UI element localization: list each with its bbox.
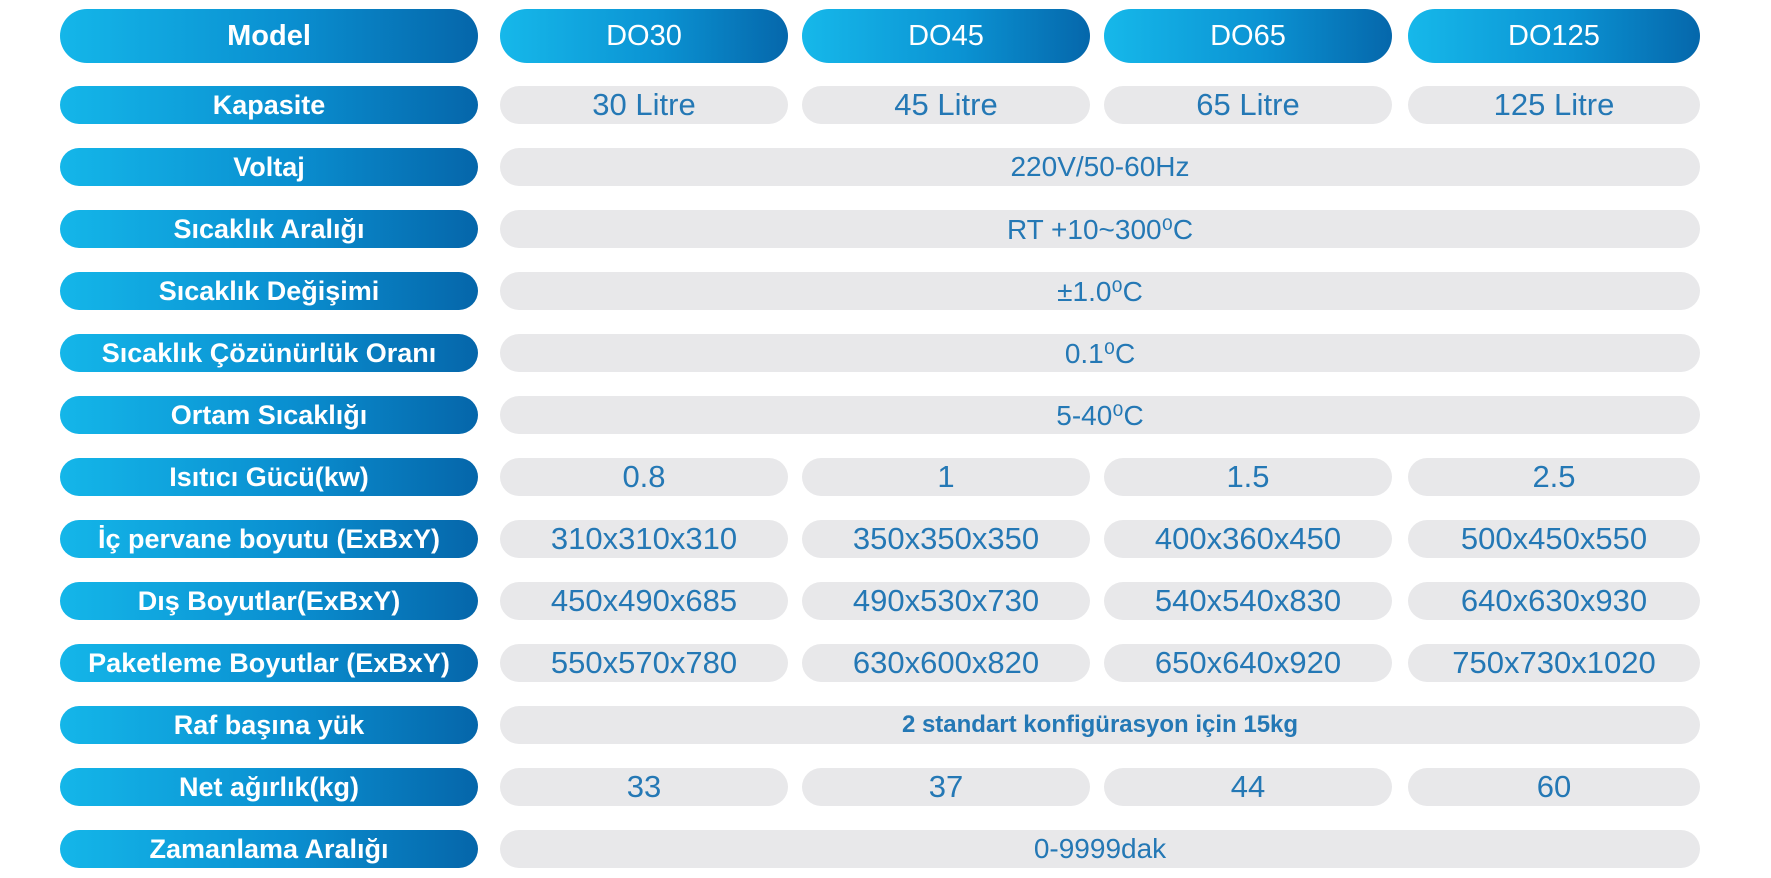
table-cell: 540x540x830 xyxy=(1104,582,1392,620)
table-cell: 37 xyxy=(802,768,1090,806)
row-label: Ortam Sıcaklığı xyxy=(60,396,478,434)
model-header-do30: DO30 xyxy=(500,9,788,63)
table-cell-span: 5-40⁰C xyxy=(500,396,1700,434)
table-cell-span: 220V/50-60Hz xyxy=(500,148,1700,186)
table-cell: 490x530x730 xyxy=(802,582,1090,620)
table-cell: 550x570x780 xyxy=(500,644,788,682)
table-cell: 400x360x450 xyxy=(1104,520,1392,558)
table-cell: 500x450x550 xyxy=(1408,520,1700,558)
table-cell-span: 0-9999dak xyxy=(500,830,1700,868)
model-header-do45: DO45 xyxy=(802,9,1090,63)
model-header-do65: DO65 xyxy=(1104,9,1392,63)
table-cell: 630x600x820 xyxy=(802,644,1090,682)
table-cell: 310x310x310 xyxy=(500,520,788,558)
model-header-do125: DO125 xyxy=(1408,9,1700,63)
table-cell: 65 Litre xyxy=(1104,86,1392,124)
table-cell: 1.5 xyxy=(1104,458,1392,496)
row-label: Raf başına yük xyxy=(60,706,478,744)
table-cell: 125 Litre xyxy=(1408,86,1700,124)
row-label: Dış Boyutlar(ExBxY) xyxy=(60,582,478,620)
table-cell: 750x730x1020 xyxy=(1408,644,1700,682)
row-label: Paketleme Boyutlar (ExBxY) xyxy=(60,644,478,682)
table-cell: 640x630x930 xyxy=(1408,582,1700,620)
table-cell-span: 0.1⁰C xyxy=(500,334,1700,372)
table-cell: 0.8 xyxy=(500,458,788,496)
table-cell: 650x640x920 xyxy=(1104,644,1392,682)
table-cell: 1 xyxy=(802,458,1090,496)
table-cell-span: RT +10~300⁰C xyxy=(500,210,1700,248)
row-label: Sıcaklık Değişimi xyxy=(60,272,478,310)
table-cell: 350x350x350 xyxy=(802,520,1090,558)
row-label: Kapasite xyxy=(60,86,478,124)
table-cell: 450x490x685 xyxy=(500,582,788,620)
row-label: İç pervane boyutu (ExBxY) xyxy=(60,520,478,558)
row-label: Zamanlama Aralığı xyxy=(60,830,478,868)
table-cell: 44 xyxy=(1104,768,1392,806)
table-cell: 33 xyxy=(500,768,788,806)
table-cell-span: 2 standart konfigürasyon için 15kg xyxy=(500,706,1700,744)
row-label: Net ağırlık(kg) xyxy=(60,768,478,806)
table-cell: 45 Litre xyxy=(802,86,1090,124)
table-cell: 30 Litre xyxy=(500,86,788,124)
row-label: Voltaj xyxy=(60,148,478,186)
row-label: Isıtıcı Gücü(kw) xyxy=(60,458,478,496)
table-cell: 2.5 xyxy=(1408,458,1700,496)
table-cell: 60 xyxy=(1408,768,1700,806)
row-label: Sıcaklık Çözünürlük Oranı xyxy=(60,334,478,372)
table-cell-span: ±1.0⁰C xyxy=(500,272,1700,310)
model-header-label: Model xyxy=(60,9,478,63)
row-label: Sıcaklık Aralığı xyxy=(60,210,478,248)
